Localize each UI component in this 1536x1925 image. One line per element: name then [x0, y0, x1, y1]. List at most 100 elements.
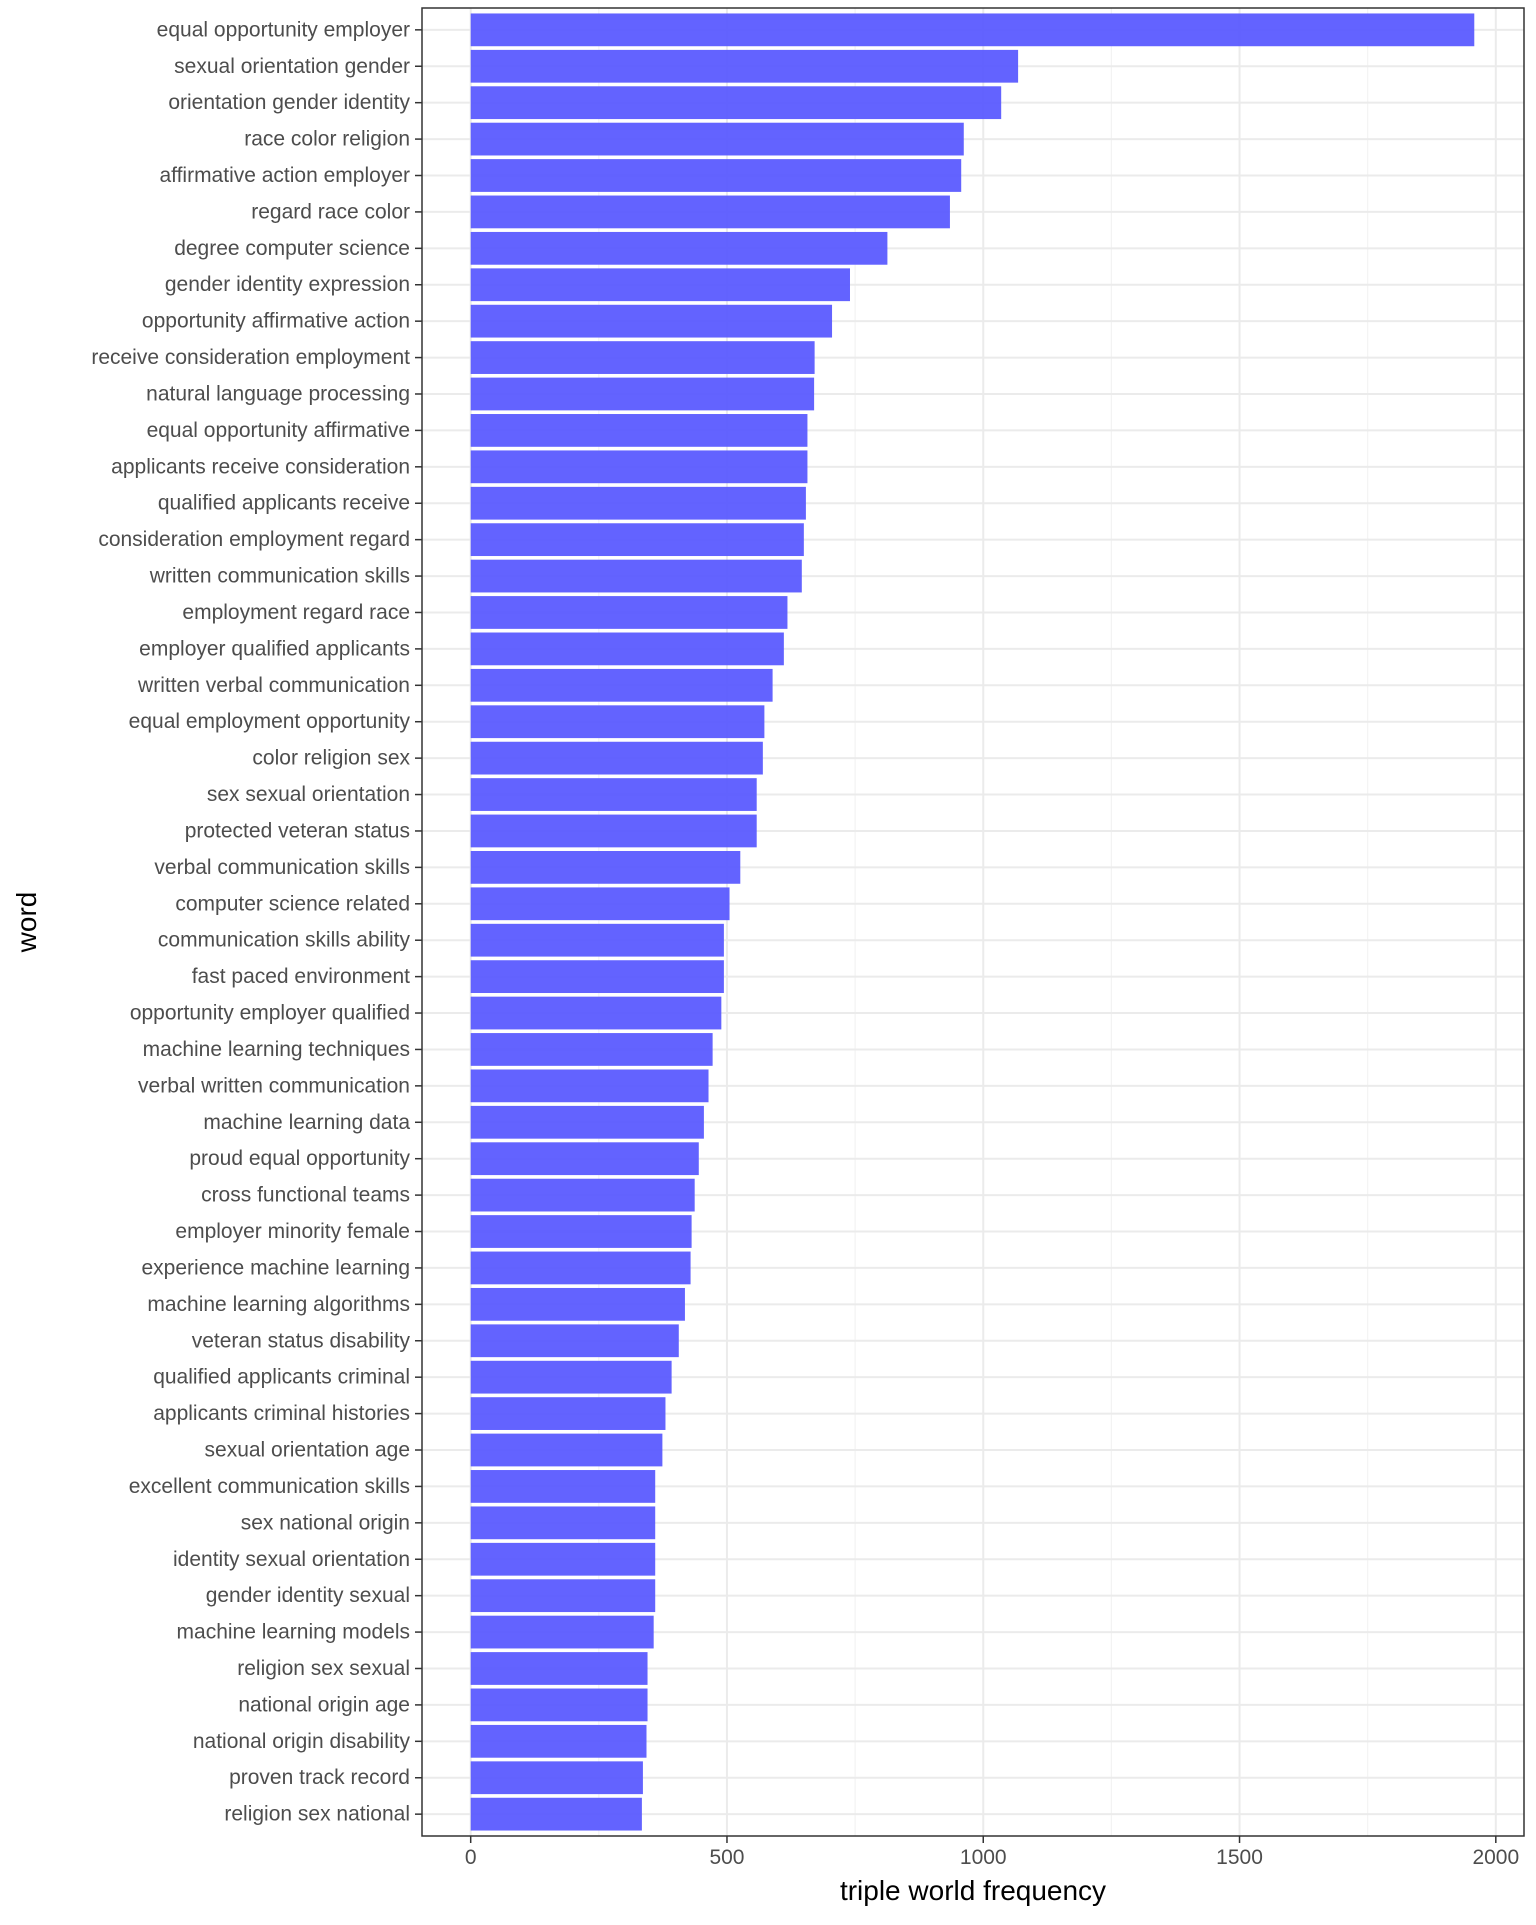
y-tick-label: computer science related	[175, 892, 410, 915]
y-tick-label: sex national origin	[241, 1511, 410, 1534]
y-tick-label: fast paced environment	[192, 965, 410, 988]
y-tick-label: veteran status disability	[192, 1329, 411, 1352]
x-tick-label: 1000	[960, 1846, 1007, 1869]
y-tick-label: identity sexual orientation	[173, 1548, 410, 1571]
bar	[470, 596, 788, 629]
y-axis-ticks: equal opportunity employer sexual orienta…	[91, 18, 422, 1826]
bar	[470, 486, 806, 520]
y-tick-label: sex sexual orientation	[207, 783, 410, 806]
y-tick-label: written communication skills	[149, 565, 410, 588]
bar	[470, 668, 773, 702]
y-tick-label: machine learning data	[203, 1111, 410, 1134]
bar	[470, 1178, 695, 1212]
y-tick-label: applicants receive consideration	[111, 455, 410, 478]
y-tick-label: natural language processing	[146, 382, 410, 405]
y-tick-label: verbal communication skills	[154, 856, 410, 879]
y-axis-title: word	[11, 892, 42, 954]
bar	[470, 1105, 704, 1139]
bar	[470, 1251, 691, 1285]
x-tick-label: 1500	[1216, 1846, 1263, 1869]
y-tick-label: sexual orientation gender	[174, 55, 410, 78]
bar	[470, 1652, 648, 1685]
y-tick-label: gender identity expression	[165, 273, 410, 296]
y-tick-label: proven track record	[229, 1766, 410, 1789]
y-tick-label: color religion sex	[252, 747, 410, 770]
y-tick-label: opportunity employer qualified	[130, 1002, 410, 1025]
y-tick-label: affirmative action employer	[159, 164, 410, 187]
y-tick-label: national origin age	[238, 1693, 410, 1716]
bar	[470, 850, 741, 884]
y-tick-label: proud equal opportunity	[189, 1147, 410, 1170]
bar	[470, 1724, 647, 1758]
y-tick-label: applicants criminal histories	[153, 1402, 410, 1425]
bar	[470, 1324, 679, 1358]
bar	[470, 377, 815, 411]
y-tick-label: religion sex national	[224, 1803, 410, 1826]
bar	[470, 414, 808, 447]
bar	[470, 1542, 656, 1576]
y-tick-label: protected veteran status	[185, 819, 410, 842]
bar	[470, 996, 722, 1030]
bar	[470, 559, 802, 593]
y-tick-label: communication skills ability	[158, 929, 411, 952]
bar	[470, 814, 757, 848]
y-tick-label: degree computer science	[174, 237, 410, 260]
y-tick-label: equal opportunity employer	[157, 18, 410, 41]
bar	[470, 1615, 654, 1649]
y-tick-label: sexual orientation age	[205, 1439, 410, 1462]
y-tick-label: regard race color	[251, 200, 410, 223]
y-tick-label: race color religion	[244, 128, 410, 151]
y-tick-label: machine learning models	[177, 1621, 410, 1644]
bar	[470, 1033, 713, 1066]
y-tick-label: employment regard race	[182, 601, 410, 624]
y-tick-label: consideration employment regard	[98, 528, 410, 551]
bar	[470, 1215, 692, 1248]
y-tick-label: excellent communication skills	[129, 1475, 410, 1498]
bar	[470, 1360, 672, 1394]
y-tick-label: opportunity affirmative action	[142, 310, 410, 333]
x-tick-label: 2000	[1472, 1846, 1519, 1869]
y-tick-label: verbal written communication	[138, 1074, 410, 1097]
bar	[470, 1761, 643, 1795]
bar	[470, 923, 724, 957]
bar	[470, 450, 808, 484]
bar	[470, 341, 815, 374]
y-tick-label: experience machine learning	[142, 1256, 411, 1279]
x-axis-title: triple world frequency	[840, 1875, 1106, 1906]
bar	[470, 705, 765, 739]
y-tick-label: employer minority female	[175, 1220, 410, 1243]
bar	[470, 1470, 656, 1503]
bar	[470, 268, 850, 302]
bar	[470, 1433, 663, 1467]
bar	[470, 1069, 709, 1103]
y-tick-label: machine learning techniques	[143, 1038, 410, 1061]
y-tick-label: equal employment opportunity	[129, 710, 411, 733]
bar	[470, 1142, 699, 1176]
bar	[470, 741, 763, 775]
y-tick-label: cross functional teams	[201, 1184, 410, 1207]
bar	[470, 122, 964, 156]
y-tick-label: orientation gender identity	[168, 91, 410, 114]
bar	[470, 13, 1475, 47]
y-tick-label: equal opportunity affirmative	[147, 419, 410, 442]
y-tick-label: gender identity sexual	[206, 1584, 410, 1607]
bar	[470, 1287, 685, 1321]
bar	[470, 304, 833, 338]
bar	[470, 195, 950, 229]
y-tick-label: employer qualified applicants	[139, 637, 410, 660]
y-tick-label: qualified applicants receive	[158, 492, 410, 515]
y-tick-label: national origin disability	[193, 1730, 411, 1753]
bar	[470, 960, 724, 994]
bar	[470, 1506, 656, 1540]
bar	[470, 778, 757, 811]
bar	[470, 49, 1019, 83]
x-axis-ticks: 0 500 1000 1500 2000	[465, 1836, 1519, 1869]
x-tick-label: 500	[709, 1846, 744, 1869]
bar	[470, 632, 784, 666]
y-tick-label: written verbal communication	[137, 674, 410, 697]
bar	[470, 1797, 642, 1831]
bar	[470, 523, 804, 557]
x-tick-label: 0	[465, 1846, 477, 1869]
bars	[470, 13, 1475, 1831]
